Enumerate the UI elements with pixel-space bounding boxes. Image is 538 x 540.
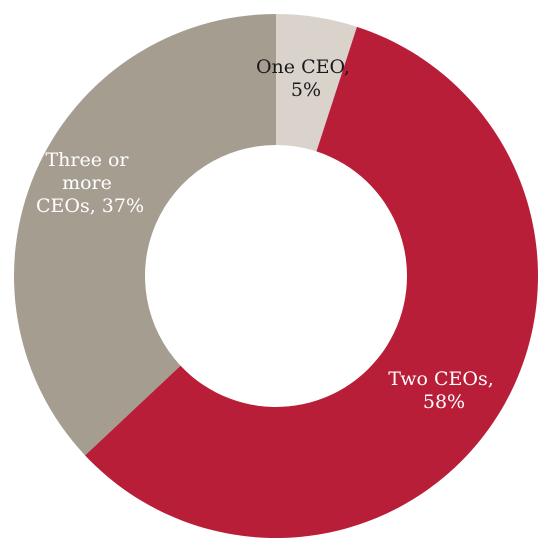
slice-two-ceos xyxy=(85,26,538,539)
label-line: 5% xyxy=(291,79,321,101)
slice-three-or-more-ceos xyxy=(14,14,277,456)
slice-label-one-ceo: One CEO, 5% xyxy=(256,56,356,101)
slice-one-ceo xyxy=(276,14,357,152)
label-line: One CEO, xyxy=(256,56,350,78)
label-line: Three or xyxy=(45,149,129,171)
label-line: more xyxy=(62,172,112,194)
label-line: 58% xyxy=(423,391,465,413)
label-line: CEOs, 37% xyxy=(36,195,144,217)
slice-label-three-or-more-ceos: Three or more CEOs, 37% xyxy=(36,149,144,217)
slices-group xyxy=(14,14,538,539)
labels-group: One CEO, 5% Two CEOs, 58% Three or more … xyxy=(36,56,500,413)
slice-label-two-ceos: Two CEOs, 58% xyxy=(388,368,500,413)
label-line: Two CEOs, xyxy=(388,368,494,390)
